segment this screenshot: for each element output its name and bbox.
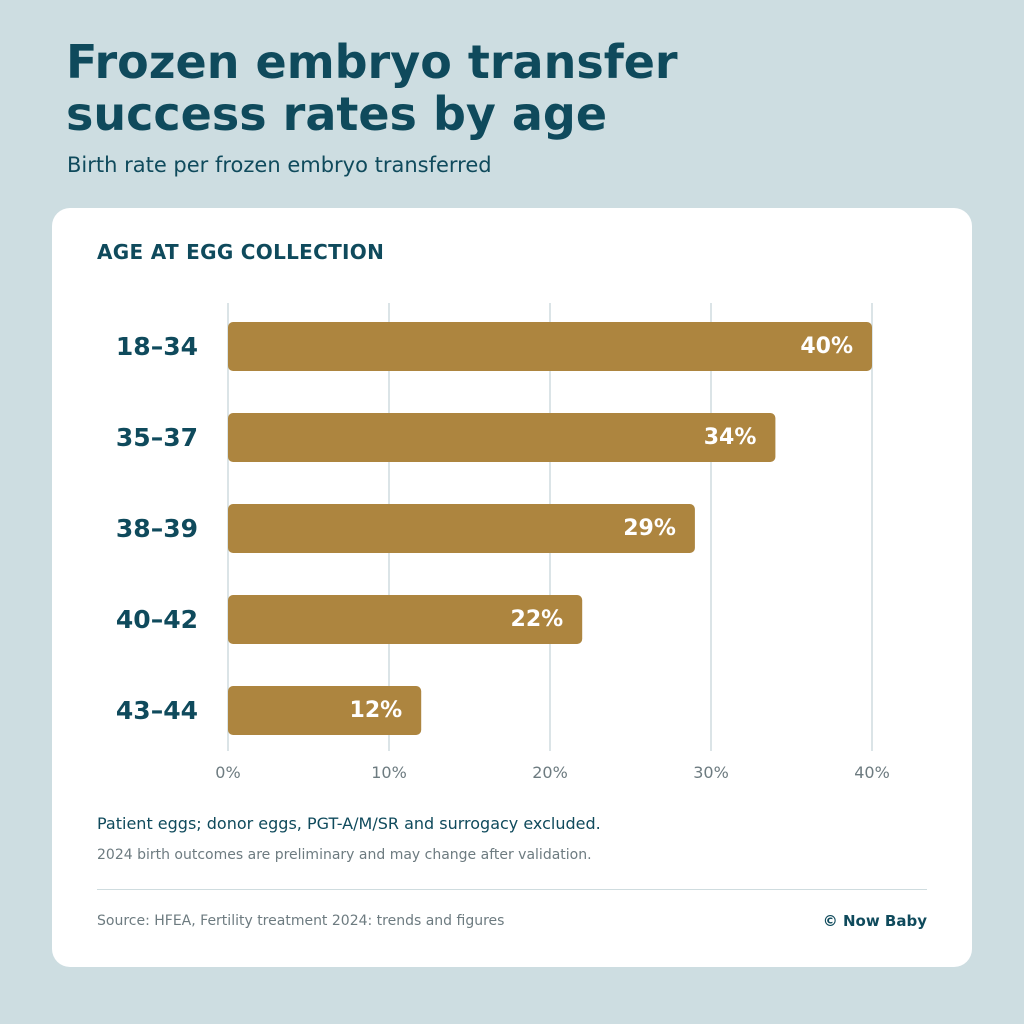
bar	[228, 322, 872, 371]
x-tick-label: 30%	[693, 763, 729, 782]
category-label: 43–44	[116, 696, 198, 725]
bar-value-label: 12%	[350, 698, 403, 723]
y-axis-heading: AGE AT EGG COLLECTION	[97, 240, 385, 264]
x-tick-label: 0%	[215, 763, 240, 782]
chart-title: Frozen embryo transfer success rates by …	[66, 35, 678, 141]
bar-chart: 0% 10% 20% 30% 40% 18–34 40% 35–37 34% 38–39 29% 40…	[116, 303, 890, 782]
bar-value-label: 40%	[800, 334, 853, 359]
bar	[228, 595, 583, 644]
bar-value-label: 34%	[704, 425, 757, 450]
category-label: 38–39	[116, 514, 198, 543]
bar	[228, 504, 695, 553]
category-label: 18–34	[116, 332, 198, 361]
chart-card: AGE AT EGG COLLECTION 0% 10% 20% 30% 40% 18–3…	[52, 208, 972, 967]
bar-value-label: 29%	[623, 516, 676, 541]
chart-subtitle: Birth rate per frozen embryo transferred	[67, 153, 492, 177]
footnote-primary: Patient eggs; donor eggs, PGT-A/M/SR and…	[97, 814, 601, 833]
source-text: Source: HFEA, Fertility treatment 2024: …	[97, 913, 505, 929]
footer-divider	[97, 889, 927, 890]
x-tick-label: 20%	[532, 763, 568, 782]
credit-text: © Now Baby	[822, 912, 927, 930]
category-label: 40–42	[116, 605, 198, 634]
x-tick-label: 40%	[854, 763, 890, 782]
category-label: 35–37	[116, 423, 198, 452]
bar-value-label: 22%	[511, 607, 564, 632]
footnote-secondary: 2024 birth outcomes are preliminary and …	[97, 847, 592, 863]
bar	[228, 686, 422, 735]
x-tick-label: 10%	[371, 763, 407, 782]
bar	[228, 413, 776, 462]
